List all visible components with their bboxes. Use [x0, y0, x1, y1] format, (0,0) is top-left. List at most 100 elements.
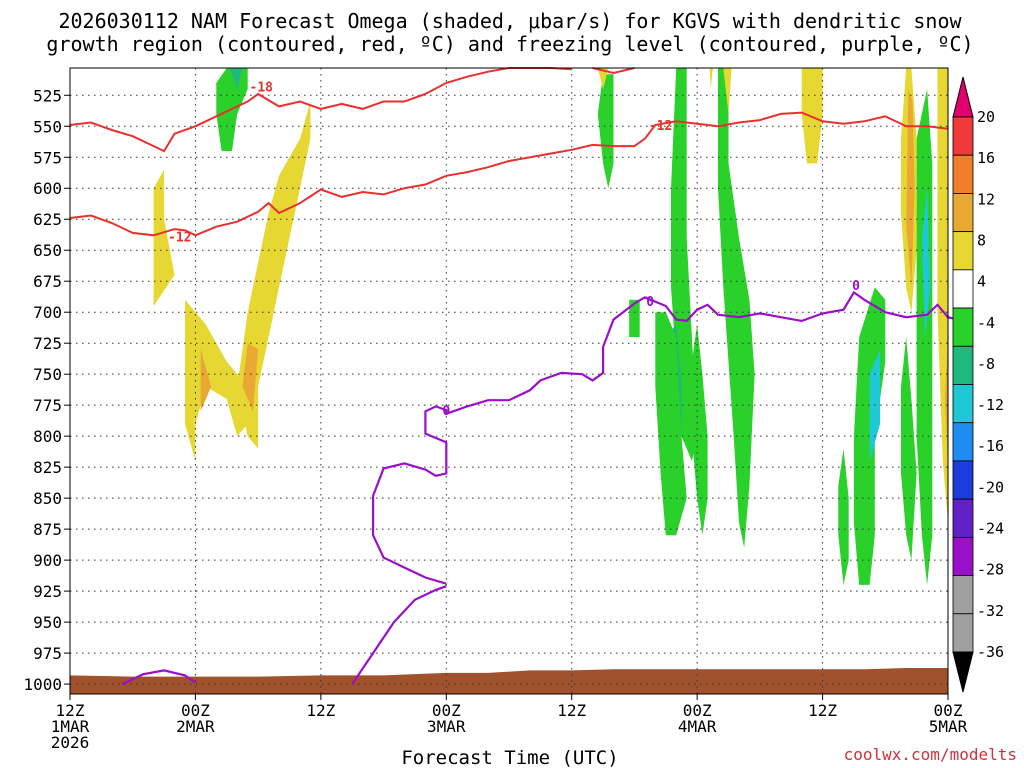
omega-region-12 — [718, 68, 755, 548]
y-tick-label: 625 — [33, 210, 62, 229]
contour-label-red-lower: -12 — [168, 231, 191, 246]
omega-region-19 — [921, 188, 931, 337]
colorbar-label: -20 — [977, 478, 1004, 496]
y-tick-label: 900 — [33, 551, 62, 570]
omega-region-7 — [597, 74, 614, 189]
colorbar-label: 4 — [977, 273, 986, 291]
y-tick-label: 975 — [33, 644, 62, 663]
purple-contour-1 — [351, 585, 447, 685]
ground-area — [70, 668, 948, 694]
x-tick-label: 00Z — [934, 701, 963, 720]
omega-region-4 — [242, 343, 259, 412]
omega-region-6 — [229, 68, 243, 90]
dendritic-growth-contours — [69, 67, 949, 237]
colorbar-top-arrow — [952, 76, 974, 118]
x-tick-label: 00Z — [683, 701, 712, 720]
freezing-level-contours — [121, 290, 970, 686]
colorbar-label: 16 — [977, 149, 995, 167]
colorbar-segment — [952, 422, 974, 462]
y-tick-label: 525 — [33, 86, 62, 105]
y-tick-label: 650 — [33, 241, 62, 260]
colorbar-segment — [952, 536, 974, 576]
red-contour-0 — [69, 67, 572, 153]
x-tick-label: 12Z — [808, 701, 837, 720]
y-tick-label: 750 — [33, 365, 62, 384]
x-tick-label: 4MAR — [678, 717, 717, 736]
x-tick-label: 1MAR — [51, 717, 90, 736]
omega-region-3 — [200, 349, 212, 412]
omega-region-18 — [916, 89, 933, 585]
y-tick-label: 950 — [33, 613, 62, 632]
x-tick-label: 2026 — [51, 733, 90, 752]
y-tick-label: 700 — [33, 303, 62, 322]
colorbar-label: -24 — [977, 520, 1004, 538]
colorbar-label: -36 — [977, 643, 1004, 661]
omega-region-1 — [185, 299, 248, 461]
colorbar-segment — [952, 498, 974, 538]
x-tick-label: 12Z — [306, 701, 335, 720]
colorbar-segment — [952, 193, 974, 233]
omega-region-24 — [944, 337, 948, 461]
colorbar-bottom-arrow — [952, 651, 974, 693]
colorbar-segment — [952, 116, 974, 156]
omega-region-20 — [801, 68, 823, 164]
y-tick-label: 1000 — [23, 675, 62, 694]
y-tick-label: 850 — [33, 489, 62, 508]
colorbar-segment — [952, 460, 974, 500]
colorbar: 20 16 12 8 4 -4 -8 -12 -16 -20 -24 -28 -32 -36 — [952, 76, 1004, 693]
credit-text: coolwx.com/modelts — [844, 745, 1017, 764]
y-tick-label: 825 — [33, 458, 62, 477]
contour-label-red-upper: -18 — [250, 81, 274, 96]
contour-label-red-upper-right: -12 — [649, 119, 672, 134]
grid-lines — [70, 68, 948, 694]
colorbar-label: -28 — [977, 561, 1004, 579]
y-tick-label: 675 — [33, 272, 62, 291]
colorbar-label: -16 — [977, 437, 1004, 455]
plot-frame — [69, 67, 949, 695]
y-tick-label: 875 — [33, 520, 62, 539]
colorbar-label: -32 — [977, 602, 1004, 620]
x-tick-label: 00Z — [181, 701, 210, 720]
chart-title-line-2: growth region (contoured, red, ºC) and f… — [46, 32, 973, 56]
purple-contour-0 — [121, 669, 197, 686]
omega-region-25 — [723, 68, 732, 114]
colorbar-segment — [952, 154, 974, 194]
red-contour-1 — [592, 67, 635, 75]
y-tick-label: 600 — [33, 179, 62, 198]
omega-region-13 — [629, 299, 640, 337]
colorbar-segment — [952, 231, 974, 271]
omega-region-10 — [655, 312, 687, 536]
contour-label-purple-c: 0 — [852, 279, 860, 294]
omega-region-26 — [597, 68, 609, 90]
x-tick-label: 5MAR — [929, 717, 968, 736]
colorbar-segment — [952, 384, 974, 424]
omega-region-17 — [901, 337, 917, 561]
omega-region-11 — [691, 324, 708, 536]
colorbar-label: -12 — [977, 396, 1004, 414]
x-axis-label: Forecast Time (UTC) — [401, 747, 618, 768]
colorbar-label: -8 — [977, 355, 995, 373]
x-tick-label: 3MAR — [427, 717, 466, 736]
colorbar-segment — [952, 575, 974, 615]
omega-region-23 — [937, 68, 948, 523]
omega-shading — [153, 68, 948, 585]
x-tick-label: 12Z — [56, 701, 85, 720]
ground-terrain — [70, 668, 948, 694]
colorbar-label: 12 — [977, 190, 995, 208]
y-tick-label: 725 — [33, 334, 62, 353]
x-tick-label: 00Z — [432, 701, 461, 720]
y-tick-label: 925 — [33, 582, 62, 601]
chart-title-line-1: 2026030112 NAM Forecast Omega (shaded, μ… — [58, 9, 962, 33]
contour-label-purple-b: 0 — [646, 295, 654, 310]
colorbar-label: -4 — [977, 314, 995, 332]
x-tick-label: 2MAR — [176, 717, 215, 736]
colorbar-segment — [952, 307, 974, 347]
y-tick-label: 575 — [33, 148, 62, 167]
red-contour-2 — [69, 111, 949, 237]
y-tick-label: 550 — [33, 117, 62, 136]
omega-region-27 — [709, 68, 713, 90]
contour-labels: -18 -12 -12 0 0 0 — [168, 81, 860, 420]
